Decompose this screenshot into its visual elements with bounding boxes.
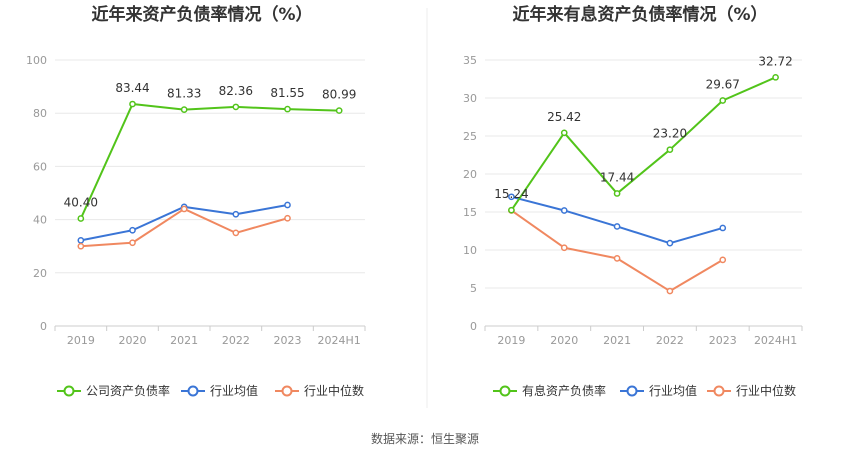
x-tick-label: 2022: [656, 334, 684, 347]
data-label: 17.44: [600, 170, 634, 184]
x-tick-label: 2023: [274, 334, 302, 347]
legend-label: 公司资产负债率: [86, 383, 170, 398]
series-point-1: [129, 226, 136, 234]
legend-swatch-marker: [713, 385, 725, 397]
legend-label: 行业均值: [649, 383, 697, 398]
series-point-2: [719, 256, 727, 264]
chart-interest-bearing-debt-ratio: 近年来有息资产负债率情况（%） 0 5 10 15 20 25 30 35 2019 2020 202…: [463, 4, 803, 398]
series-point-0: [560, 129, 568, 137]
y-tick-label: 40: [33, 214, 47, 227]
series-point-2: [129, 239, 136, 247]
series-point-1: [232, 210, 240, 218]
series-point-0: [508, 206, 515, 214]
y-tick-label: 10: [463, 244, 477, 257]
data-label: 81.33: [167, 87, 201, 101]
series-point-2: [560, 244, 568, 252]
legend-swatch-marker: [626, 385, 638, 397]
series-point-2: [77, 242, 85, 250]
series-point-1: [508, 193, 515, 201]
series-point-2: [666, 287, 674, 295]
series-point-0: [129, 100, 136, 108]
data-label: 23.20: [653, 127, 687, 141]
legend-swatch-marker: [499, 385, 511, 397]
y-tick-label: 30: [463, 92, 477, 105]
y-tick-label: 20: [463, 168, 477, 181]
chart-debt-ratio: 近年来资产负债率情况（%） 0 20 40 60 80 100 2019 2020 2021 202…: [26, 4, 366, 398]
x-tick-label: 2019: [497, 334, 525, 347]
legend-label: 行业中位数: [736, 383, 796, 398]
series-point-1: [77, 236, 85, 244]
x-tick-label: 2021: [603, 334, 631, 347]
y-tick-label: 25: [463, 130, 477, 143]
data-label: 81.55: [270, 86, 304, 100]
data-label: 25.42: [547, 110, 581, 124]
x-tick-label: 2020: [119, 334, 147, 347]
data-label: 32.72: [758, 54, 792, 68]
data-label: 83.44: [115, 81, 149, 95]
legend-label: 行业中位数: [304, 383, 364, 398]
series-point-0: [232, 103, 240, 111]
series-line-0: [510, 76, 776, 211]
series-point-1: [666, 239, 674, 247]
series-line-2: [80, 207, 288, 248]
x-tick-label: 2021: [170, 334, 198, 347]
x-tick-label: 2022: [222, 334, 250, 347]
y-tick-label: 100: [26, 54, 47, 67]
x-tick-label: 2024H1: [754, 334, 797, 347]
series-point-0: [666, 146, 674, 154]
y-tick-label: 15: [463, 206, 477, 219]
data-source: 数据来源：恒生聚源: [371, 431, 479, 446]
x-tick-label: 2019: [67, 334, 95, 347]
series-line-2: [510, 209, 724, 293]
x-tick-label: 2020: [550, 334, 578, 347]
series-line-0: [79, 103, 340, 219]
data-label: 80.99: [322, 88, 356, 102]
series-point-0: [772, 73, 779, 81]
series-point-0: [335, 107, 343, 114]
data-label: 29.67: [706, 78, 740, 92]
series-point-2: [232, 229, 240, 237]
data-label: 40.40: [64, 196, 98, 210]
series-point-0: [284, 105, 291, 113]
chart-title: 近年来资产负债率情况（%）: [91, 4, 312, 25]
series-point-0: [613, 190, 621, 197]
legend-swatch-marker: [187, 385, 199, 397]
y-tick-label: 20: [33, 267, 47, 280]
series-point-1: [284, 201, 291, 209]
series-point-0: [180, 106, 188, 114]
series-point-2: [613, 255, 621, 262]
series-point-0: [719, 97, 727, 104]
series-point-1: [719, 224, 727, 232]
x-tick-label: 2023: [709, 334, 737, 347]
data-label: 15.24: [494, 187, 528, 201]
y-tick-label: 5: [470, 282, 477, 295]
x-tick-label: 2024H1: [318, 334, 361, 347]
legend-label: 有息资产负债率: [522, 383, 606, 398]
legend-swatch-marker: [281, 385, 293, 397]
series-point-0: [77, 215, 85, 222]
series-point-2: [180, 205, 188, 213]
y-tick-label: 35: [463, 54, 477, 67]
y-tick-label: 80: [33, 107, 47, 120]
legend-swatch-marker: [63, 385, 75, 397]
series-point-1: [613, 223, 621, 230]
y-tick-label: 0: [40, 320, 47, 333]
series-point-1: [560, 207, 568, 214]
data-label: 82.36: [219, 84, 253, 98]
y-tick-label: 60: [33, 160, 47, 173]
y-tick-label: 0: [470, 320, 477, 333]
series-point-2: [284, 214, 291, 222]
chart-title: 近年来有息资产负债率情况（%）: [512, 4, 767, 25]
legend-label: 行业均值: [210, 383, 258, 398]
series-line-1: [511, 195, 724, 245]
